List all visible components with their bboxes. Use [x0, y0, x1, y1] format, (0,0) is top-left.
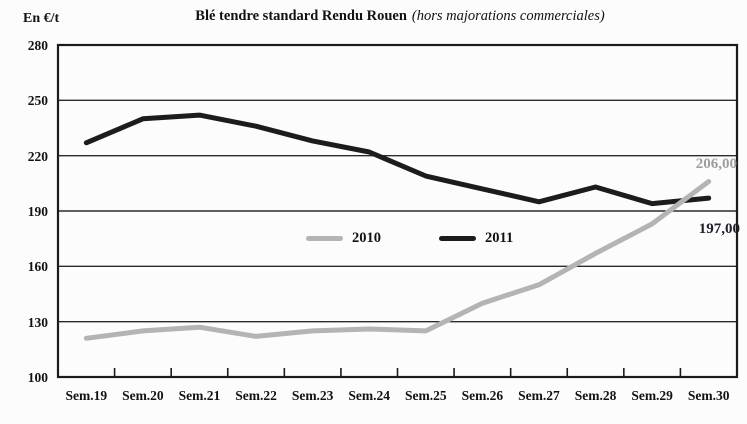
y-tick-label: 190	[27, 204, 48, 219]
chart-title: Blé tendre standard Rendu Rouen (hors maj…	[53, 8, 747, 25]
x-tick-label: Sem.20	[122, 388, 164, 403]
y-tick-label: 160	[27, 259, 48, 275]
x-tick-label: Sem.23	[291, 388, 334, 403]
x-tick-label: Sem.24	[348, 388, 391, 403]
end-value-label-2010: 206,00	[695, 156, 737, 172]
x-tick-label: Sem.27	[518, 388, 560, 403]
end-value-label-2011: 197,00	[698, 221, 740, 237]
y-tick-label: 250	[27, 93, 48, 109]
y-axis-unit-label: En €/t	[23, 11, 60, 26]
y-tick-label: 100	[27, 370, 48, 385]
legend-label-2010: 2010	[352, 230, 381, 246]
x-tick-label: Sem.26	[461, 388, 504, 403]
legend-line-2011-icon	[439, 235, 476, 241]
legend: 2010 2011	[306, 229, 513, 247]
y-tick-label: 130	[27, 314, 48, 330]
x-tick-label: Sem.30	[687, 388, 730, 403]
x-tick-label: Sem.22	[235, 388, 277, 403]
x-tick-label: Sem.28	[574, 388, 617, 403]
legend-line-2010-icon	[306, 235, 343, 241]
series-line-2010	[83, 179, 712, 341]
y-tick-label: 280	[27, 38, 48, 53]
x-tick-label: Sem.25	[404, 388, 447, 403]
x-tick-label: Sem.29	[631, 388, 673, 403]
legend-label-2011: 2011	[485, 230, 514, 246]
x-tick-label: Sem.21	[178, 388, 221, 403]
y-tick-label: 220	[27, 148, 48, 164]
chart-title-main: Blé tendre standard Rendu Rouen	[195, 8, 407, 24]
series-line-2011	[83, 112, 712, 207]
x-tick-label: Sem.19	[65, 388, 108, 403]
chart-title-note: (hors majorations commerciales)	[411, 8, 605, 24]
plot-border	[56, 43, 739, 379]
